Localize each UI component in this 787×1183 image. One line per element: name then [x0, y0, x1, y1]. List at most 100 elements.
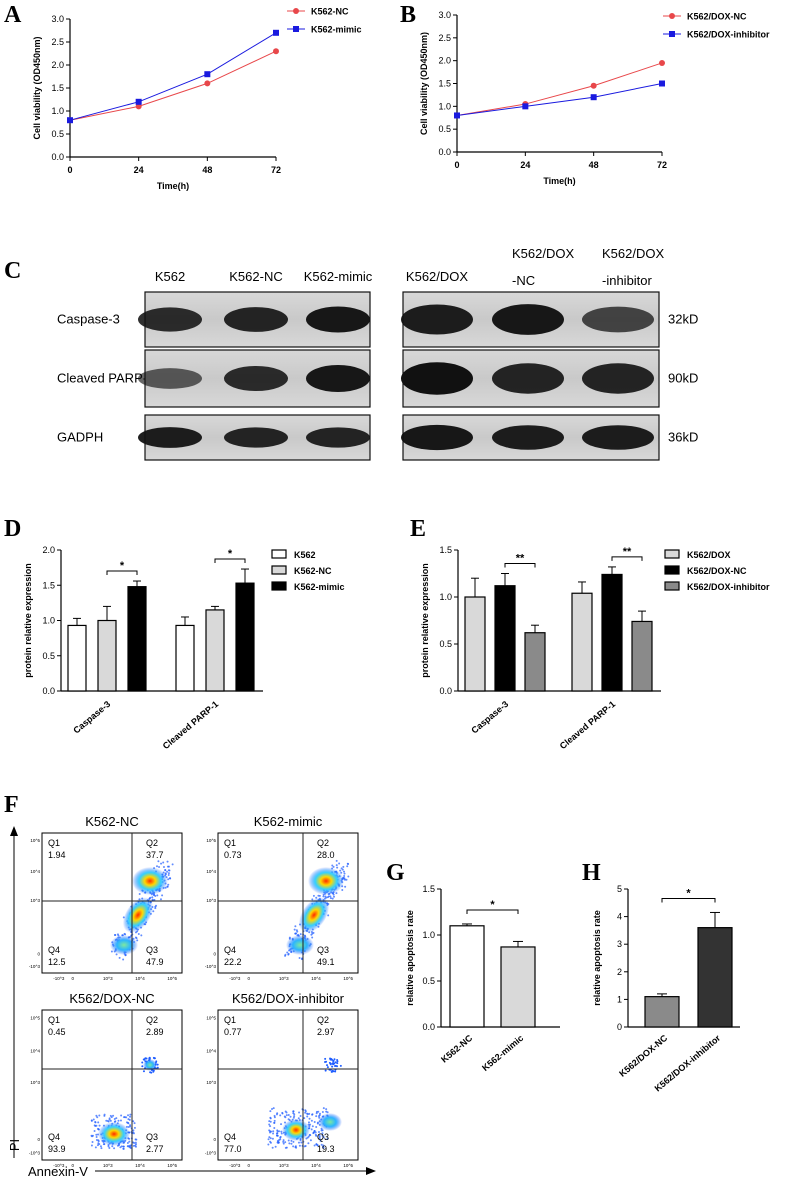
protein-band [306, 427, 370, 448]
protein-band [224, 307, 288, 332]
line-chart-b: 0.0 0.5 1.0 1.5 2.0 2.5 3.0 0 24 48 72 Time(h) Cell … [419, 10, 770, 186]
quadrant-value-q1: 0.45 [48, 1027, 66, 1037]
flow-x-tick-label: 10^4 [135, 976, 145, 981]
event-dot [95, 1133, 98, 1136]
event-dot [129, 1147, 132, 1150]
density-cluster [286, 935, 314, 955]
event-dot [132, 1144, 135, 1147]
event-dot [132, 1120, 135, 1123]
flow-plot-title: K562/DOX-inhibitor [232, 991, 345, 1006]
y-tick-label: 1.5 [42, 580, 55, 590]
event-dot [324, 1069, 327, 1072]
event-dot [152, 1056, 155, 1059]
bar [449, 925, 485, 1028]
event-dot [326, 896, 329, 899]
event-dot [309, 1139, 312, 1142]
event-dot [141, 1061, 144, 1064]
protein-band [138, 368, 202, 389]
event-dot [284, 1141, 287, 1144]
y-axis-label: Cell viability (OD450nm) [419, 32, 429, 135]
event-dot [278, 1141, 281, 1144]
y-tick-label: 5 [617, 884, 622, 894]
event-dot [326, 1066, 329, 1069]
significance-label: * [490, 899, 495, 911]
event-dot [343, 875, 346, 878]
legend-label: K562-mimic [294, 582, 345, 592]
event-dot [114, 1120, 117, 1123]
data-point [204, 71, 211, 78]
event-dot [152, 910, 155, 913]
event-dot [326, 1111, 329, 1114]
protein-band [492, 425, 564, 450]
x-category-label: Cleaved PARP-1 [161, 699, 221, 751]
x-tick-label: 0 [454, 160, 459, 170]
legend-label: K562/DOX [687, 550, 731, 560]
event-dot [310, 1119, 313, 1122]
flow-x-tick-label: 10^4 [135, 1163, 145, 1168]
bar [67, 624, 87, 692]
event-dot [110, 950, 113, 953]
event-dot [294, 1146, 297, 1149]
legend-swatch [271, 581, 287, 591]
x-tick-label: 48 [589, 160, 599, 170]
event-dot [120, 1114, 123, 1117]
event-dot [343, 872, 346, 875]
event-dot [117, 1119, 120, 1122]
event-dot [161, 894, 164, 897]
event-dot [90, 1144, 93, 1147]
protein-band [582, 363, 654, 394]
event-dot [129, 1124, 132, 1127]
event-dot [341, 868, 344, 871]
legend-label: K562-mimic [311, 25, 362, 35]
legend-swatch [271, 565, 287, 575]
event-dot [292, 1116, 295, 1119]
event-dot [149, 1071, 152, 1074]
significance-bracket [504, 563, 536, 568]
event-dot [272, 1130, 275, 1133]
event-dot [318, 1114, 321, 1117]
event-dot [339, 1064, 342, 1067]
panel-letter-b: B [400, 2, 416, 28]
density-cluster [122, 897, 154, 933]
event-dot [164, 869, 167, 872]
flow-y-tick-label: 10^4 [206, 1049, 216, 1054]
significance-label: ** [516, 553, 525, 565]
legend-swatch [664, 581, 680, 591]
event-dot [282, 1139, 285, 1142]
legend-label: K562-NC [311, 7, 349, 17]
legend-label: K562/DOX-inhibitor [687, 582, 770, 592]
bar [697, 927, 733, 1028]
event-dot [132, 1132, 135, 1135]
event-dot [158, 865, 161, 868]
event-dot [322, 1146, 325, 1149]
lane-label: K562/DOX [602, 246, 664, 261]
protein-band [224, 365, 288, 392]
event-dot [97, 1142, 100, 1145]
event-dot [329, 897, 332, 900]
flow-y-tick-label: 10^4 [30, 869, 40, 874]
x-category-label: Cleaved PARP-1 [558, 699, 618, 751]
event-dot [288, 1142, 291, 1145]
western-blot-panel: K562 K562-NC K562-mimic K562/DOX K562/DOX -NC… [57, 246, 698, 461]
event-dot [279, 1135, 282, 1138]
legend-label: K562/DOX-inhibitor [687, 30, 770, 40]
data-point [590, 94, 597, 101]
protein-band [138, 307, 202, 332]
event-dot [297, 1117, 300, 1120]
event-dot [269, 1110, 272, 1113]
event-dot [334, 1070, 337, 1073]
panel-letter-d: D [4, 516, 21, 542]
quadrant-name: Q1 [48, 1015, 60, 1025]
event-dot [155, 865, 158, 868]
lane-label-suffix: -inhibitor [602, 273, 653, 288]
quadrant-value-q2: 2.89 [146, 1027, 164, 1037]
event-dot [311, 936, 314, 939]
event-dot [284, 1116, 287, 1119]
event-dot [134, 1141, 137, 1144]
event-dot [327, 914, 330, 917]
event-dot [160, 862, 163, 865]
protein-band [306, 306, 370, 333]
event-dot [268, 1136, 271, 1139]
event-dot [321, 1129, 324, 1132]
